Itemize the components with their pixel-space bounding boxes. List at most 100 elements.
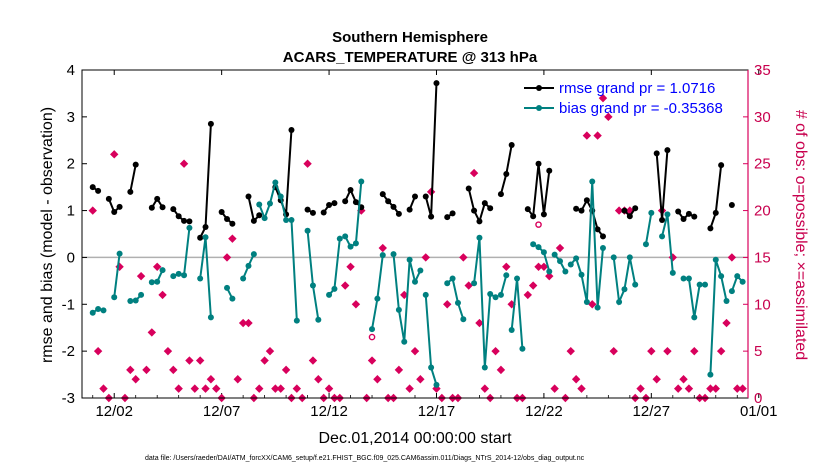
bias-point [186, 224, 193, 231]
bias-point [412, 278, 418, 285]
bias-point [326, 291, 333, 298]
obs-assimilated-marker [555, 243, 565, 253]
obs-assimilated-marker [206, 375, 216, 384]
rmse-point [487, 205, 494, 212]
obs-assimilated-marker [684, 384, 694, 393]
bias-point [642, 241, 649, 248]
bias-point [272, 179, 279, 186]
x-tick-label: 12/07 [203, 403, 241, 420]
obs-assimilated-marker [539, 262, 549, 271]
obs-assimilated-marker [126, 365, 135, 375]
y2-tick-label: 20 [754, 203, 771, 220]
obs-assimilated-marker [690, 346, 699, 356]
bias-point [444, 280, 451, 287]
bias-point [583, 298, 590, 305]
rmse-point [583, 197, 590, 204]
bias-point [514, 275, 521, 282]
rmse-point [309, 209, 316, 216]
bias-point [175, 270, 182, 277]
bias-point [616, 298, 623, 305]
obs-assimilated-marker [174, 384, 183, 393]
obs-assimilated-marker [88, 206, 97, 215]
rmse-point [481, 200, 488, 207]
y2-tick-label: 35 [754, 62, 771, 79]
y-tick-label: 2 [67, 156, 75, 173]
bias-point [347, 243, 354, 250]
rmse-point [503, 171, 510, 178]
x-tick-label: 12/27 [633, 403, 671, 420]
bias-point [240, 275, 247, 282]
bias-point [181, 272, 188, 279]
obs-assimilated-marker [534, 262, 543, 271]
bias-point [159, 267, 166, 274]
obs-assimilated-marker [647, 346, 656, 356]
obs-assimilated-marker [421, 253, 430, 262]
obs-assimilated-marker [238, 318, 248, 328]
bias-point [116, 250, 123, 257]
rmse-point [599, 233, 606, 240]
rmse-point [449, 210, 456, 217]
bias-point [546, 268, 553, 275]
bias-point [492, 294, 499, 301]
bias-point [573, 255, 580, 262]
y2-tick-label: 5 [754, 343, 762, 360]
obs-assimilated-marker [185, 356, 194, 365]
y-tick-label: 0 [67, 249, 75, 266]
bias-point [352, 240, 359, 247]
bias-point [304, 227, 311, 234]
rmse-point [659, 216, 666, 223]
bias-series-line [446, 276, 465, 320]
rmse-series-line [199, 123, 212, 239]
bias-series-line [371, 254, 384, 330]
rmse-point [304, 206, 311, 213]
bias-point [632, 281, 639, 288]
rmse-point [250, 217, 257, 224]
obs-assimilated-marker [475, 318, 484, 328]
obs-assimilated-marker [502, 262, 511, 271]
obs-assimilated-marker [373, 375, 382, 384]
obs-assimilated-marker [147, 328, 157, 337]
rmse-point [428, 213, 435, 220]
rmse-point [626, 213, 633, 220]
bias-series-line [306, 230, 320, 320]
obs-assimilated-marker [727, 253, 737, 262]
obs-assimilated-marker [588, 300, 597, 309]
bias-point [229, 295, 236, 302]
bias-point [417, 267, 424, 274]
bias-point [610, 254, 617, 261]
obs-assimilated-marker [496, 365, 506, 375]
rmse-point [524, 206, 531, 213]
bias-point [315, 316, 322, 323]
rmse-point [578, 207, 585, 214]
bias-point [712, 256, 719, 263]
bias-point [336, 235, 343, 242]
rmse-point [181, 217, 188, 224]
obs-assimilated-marker [142, 365, 151, 375]
obs-assimilated-marker [443, 300, 452, 309]
bias-point [503, 272, 510, 279]
rmse-point [680, 216, 687, 223]
bias-point [379, 252, 386, 259]
obs-assimilated-marker [110, 150, 119, 159]
rmse-point [170, 206, 177, 213]
obs-assimilated-marker [179, 159, 189, 168]
rmse-point [691, 213, 698, 220]
rmse-point [159, 204, 166, 211]
rmse-point [127, 188, 134, 195]
obs-assimilated-marker [566, 346, 575, 356]
bias-point [266, 200, 273, 207]
bias-point [487, 290, 494, 297]
obs-assimilated-marker [201, 384, 210, 393]
obs-assimilated-marker [255, 384, 264, 393]
obs-assimilated-marker [507, 300, 516, 309]
y-tick-label: -1 [62, 296, 75, 313]
bias-series-line [424, 294, 438, 386]
bias-point [433, 381, 440, 388]
obs-assimilated-marker [394, 365, 404, 375]
bias-point [664, 211, 671, 218]
obs-assimilated-marker [158, 290, 167, 300]
bias-point [594, 304, 601, 311]
bias-point [197, 275, 204, 282]
obs-assimilated-marker [314, 375, 323, 384]
